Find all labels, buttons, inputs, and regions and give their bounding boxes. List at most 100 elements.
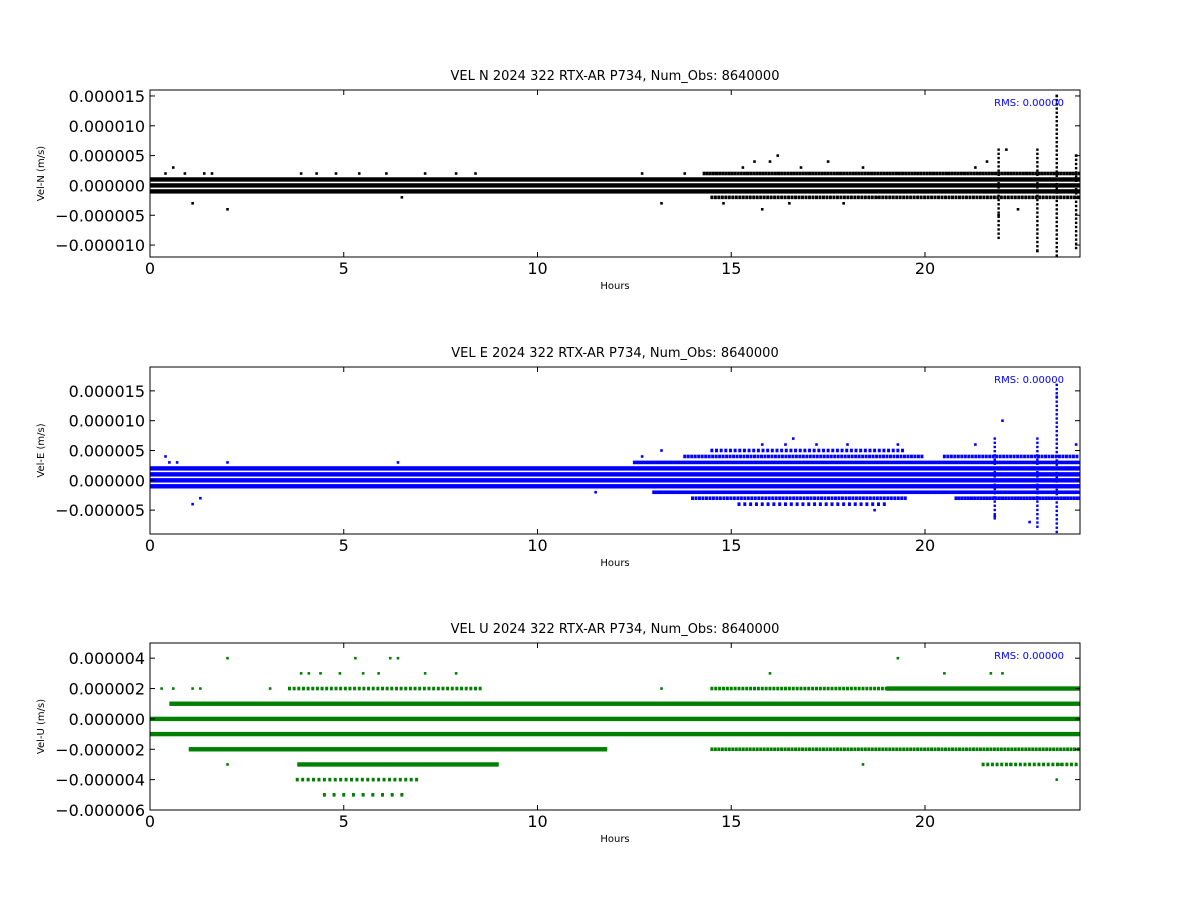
data-dot-band-0-45 — [884, 686, 888, 691]
data-spike-2-35 — [1055, 241, 1058, 245]
data-dot-band-2-101 — [1062, 747, 1066, 752]
data-spike-2-12 — [1055, 145, 1058, 148]
data-dot-band-5-46 — [851, 496, 855, 501]
data-dot-band-5-9 — [722, 496, 726, 501]
data-point-22 — [760, 207, 764, 211]
data-dot-band-4-117 — [969, 490, 973, 495]
data-dot-band-2-35 — [832, 747, 836, 752]
data-dot-band-0-65 — [904, 171, 908, 176]
data-dot-band-4-155 — [1072, 490, 1076, 495]
data-dot-band-0-27 — [786, 171, 790, 176]
data-dot-band-4-62 — [820, 490, 824, 495]
data-dot-band-2-91 — [1027, 747, 1031, 752]
data-dot-band-0-56 — [876, 171, 880, 176]
data-dot-band-6-8 — [979, 496, 983, 501]
data-dot-band-1-55 — [902, 195, 906, 200]
data-dot-band-0-52 — [773, 460, 777, 465]
data-dot-band-7-8 — [784, 502, 787, 506]
data-dot-band-0-81 — [852, 460, 856, 465]
data-dot-band-0-116 — [947, 460, 951, 465]
data-dot-band-0-156 — [1056, 460, 1060, 465]
data-dot-band-2-95 — [1041, 747, 1045, 752]
y-tick-label: 0.000005 — [69, 442, 145, 461]
data-dot-band-4-13 — [687, 490, 691, 495]
data-spike-2-32 — [1055, 229, 1058, 232]
data-spike-0-6 — [997, 173, 1000, 177]
data-spike-1-19 — [1036, 228, 1039, 231]
data-dot-band-1-32 — [794, 454, 798, 459]
data-dot-band-1-3 — [693, 454, 697, 459]
data-dot-band-0-10 — [749, 686, 753, 691]
data-spike-2-14 — [1055, 153, 1058, 156]
data-dot-band-2-57 — [909, 747, 913, 752]
data-dot-band-1-82 — [996, 195, 1000, 200]
data-dot-band-4-19 — [398, 777, 402, 782]
data-dot-band-4-61 — [817, 490, 821, 495]
data-dot-band-6-39 — [1075, 496, 1079, 501]
data-dot-band-0-145 — [1026, 460, 1030, 465]
data-dot-band-0-12 — [739, 171, 743, 176]
data-point-5 — [226, 763, 229, 766]
data-dot-band-1-17 — [742, 454, 746, 459]
data-dot-band-1-23 — [790, 195, 794, 200]
data-dot-band-2-3 — [720, 747, 724, 752]
data-dot-band-1-101 — [1062, 195, 1066, 200]
data-dot-band-1-83 — [999, 195, 1003, 200]
data-point-29 — [861, 166, 865, 169]
data-dot-band-0-164 — [1077, 460, 1080, 465]
data-dot-band-6-11 — [988, 496, 992, 501]
data-dot-band-4-118 — [972, 490, 976, 495]
data-dot-band-0-94 — [994, 171, 998, 176]
data-point-4 — [199, 496, 202, 500]
data-dot-band-3-27 — [835, 448, 839, 453]
data-dot-band-1-16 — [362, 686, 366, 691]
data-dot-band-4-14 — [371, 777, 375, 782]
data-spike-0-7 — [997, 177, 1000, 181]
data-dot-band-0-106 — [1031, 171, 1035, 176]
data-dot-band-0-1 — [635, 460, 639, 465]
data-dot-band-2-2 — [717, 747, 721, 752]
data-dot-band-0-46 — [845, 171, 849, 176]
plot-data-area — [150, 94, 1080, 257]
data-dot-band-0-14 — [746, 171, 750, 176]
data-dot-band-1-48 — [850, 454, 854, 459]
data-dot-band-0-64 — [806, 460, 810, 465]
data-dot-band-1-30 — [815, 195, 818, 200]
data-dot-band-1-37 — [812, 454, 816, 459]
data-dot-band-0-36 — [730, 460, 734, 465]
data-dot-band-1-36 — [835, 195, 839, 200]
data-dot-band-5-39 — [827, 496, 831, 501]
data-spike-0-10 — [993, 479, 996, 482]
data-dot-band-1-50 — [884, 195, 888, 200]
data-dot-band-0-30 — [714, 460, 718, 465]
data-point-18 — [683, 172, 687, 175]
data-point-13 — [423, 172, 427, 175]
data-dot-band-7-16 — [830, 502, 834, 506]
data-dot-band-3-20 — [803, 448, 807, 453]
data-spike-0-12 — [993, 487, 996, 491]
data-dot-band-2-23 — [1023, 454, 1027, 459]
x-tick-label: 0 — [145, 812, 155, 831]
data-dot-band-0-114 — [942, 460, 946, 465]
data-dot-band-5-33 — [806, 496, 810, 501]
data-spike-2-9 — [1055, 421, 1058, 424]
data-dot-band-0-155 — [1053, 460, 1057, 465]
data-dot-band-0-26 — [783, 171, 787, 176]
data-dot-band-1-14 — [353, 686, 357, 691]
data-dot-band-2-41 — [853, 747, 857, 752]
data-dot-band-0-46 — [757, 460, 761, 465]
data-dot-band-0-18 — [681, 460, 685, 465]
data-dot-band-4-81 — [871, 490, 875, 495]
data-spike-2-34 — [1055, 526, 1058, 529]
data-dot-band-3-34 — [868, 448, 872, 453]
data-dot-band-3-10 — [1028, 762, 1032, 767]
data-spike-1-13 — [1036, 203, 1039, 206]
data-dot-band-0-88 — [871, 460, 875, 465]
data-spike-1-0 — [1036, 148, 1039, 151]
data-spike-1-3 — [1036, 161, 1039, 164]
data-dot-band-1-78 — [982, 195, 986, 200]
data-dot-band-4-103 — [931, 490, 935, 495]
data-spike-1-6 — [1036, 462, 1039, 465]
data-dot-band-3-17 — [789, 448, 793, 453]
data-dot-band-1-63 — [902, 454, 906, 459]
